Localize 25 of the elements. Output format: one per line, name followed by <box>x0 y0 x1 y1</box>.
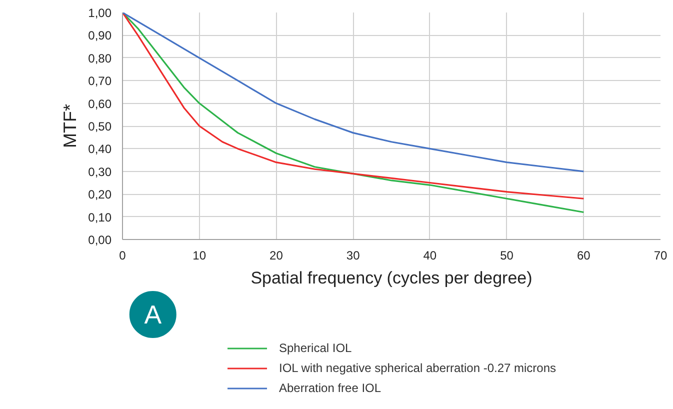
y-tick-label: 0,10 <box>88 210 112 224</box>
y-axis-title: MTF* <box>60 104 80 148</box>
x-tick-label: 10 <box>192 248 206 262</box>
y-tick-label: 0,70 <box>88 74 112 88</box>
y-tick-label: 0,80 <box>88 51 112 66</box>
y-tick-label: 0,40 <box>88 142 112 156</box>
text: A <box>144 300 162 330</box>
y-tick-label: 0,60 <box>88 96 112 111</box>
y-tick-label: 0,30 <box>88 164 112 179</box>
x-tick-label: 40 <box>423 248 437 262</box>
legend-label: IOL with negative spherical aberration -0.27 microns <box>279 361 556 375</box>
x-tick-label: 70 <box>654 248 668 262</box>
x-tick-label: 20 <box>270 248 284 262</box>
y-tick-label: 1,00 <box>88 6 112 20</box>
legend-label: Aberration free IOL <box>279 381 382 395</box>
x-tick-label: 0 <box>119 248 126 262</box>
y-tick-label: 0,90 <box>88 28 112 43</box>
x-axis-title: Spatial frequency (cycles per degree) <box>250 268 532 288</box>
x-tick-label: 30 <box>346 248 360 262</box>
y-tick-label: 0,50 <box>88 120 112 134</box>
y-tick-label: 0,00 <box>88 233 112 247</box>
x-tick-label: 60 <box>576 248 591 262</box>
x-tick-label: 50 <box>500 248 514 262</box>
legend-label: Spherical IOL <box>279 341 352 355</box>
y-tick-label: 0,20 <box>88 188 112 202</box>
